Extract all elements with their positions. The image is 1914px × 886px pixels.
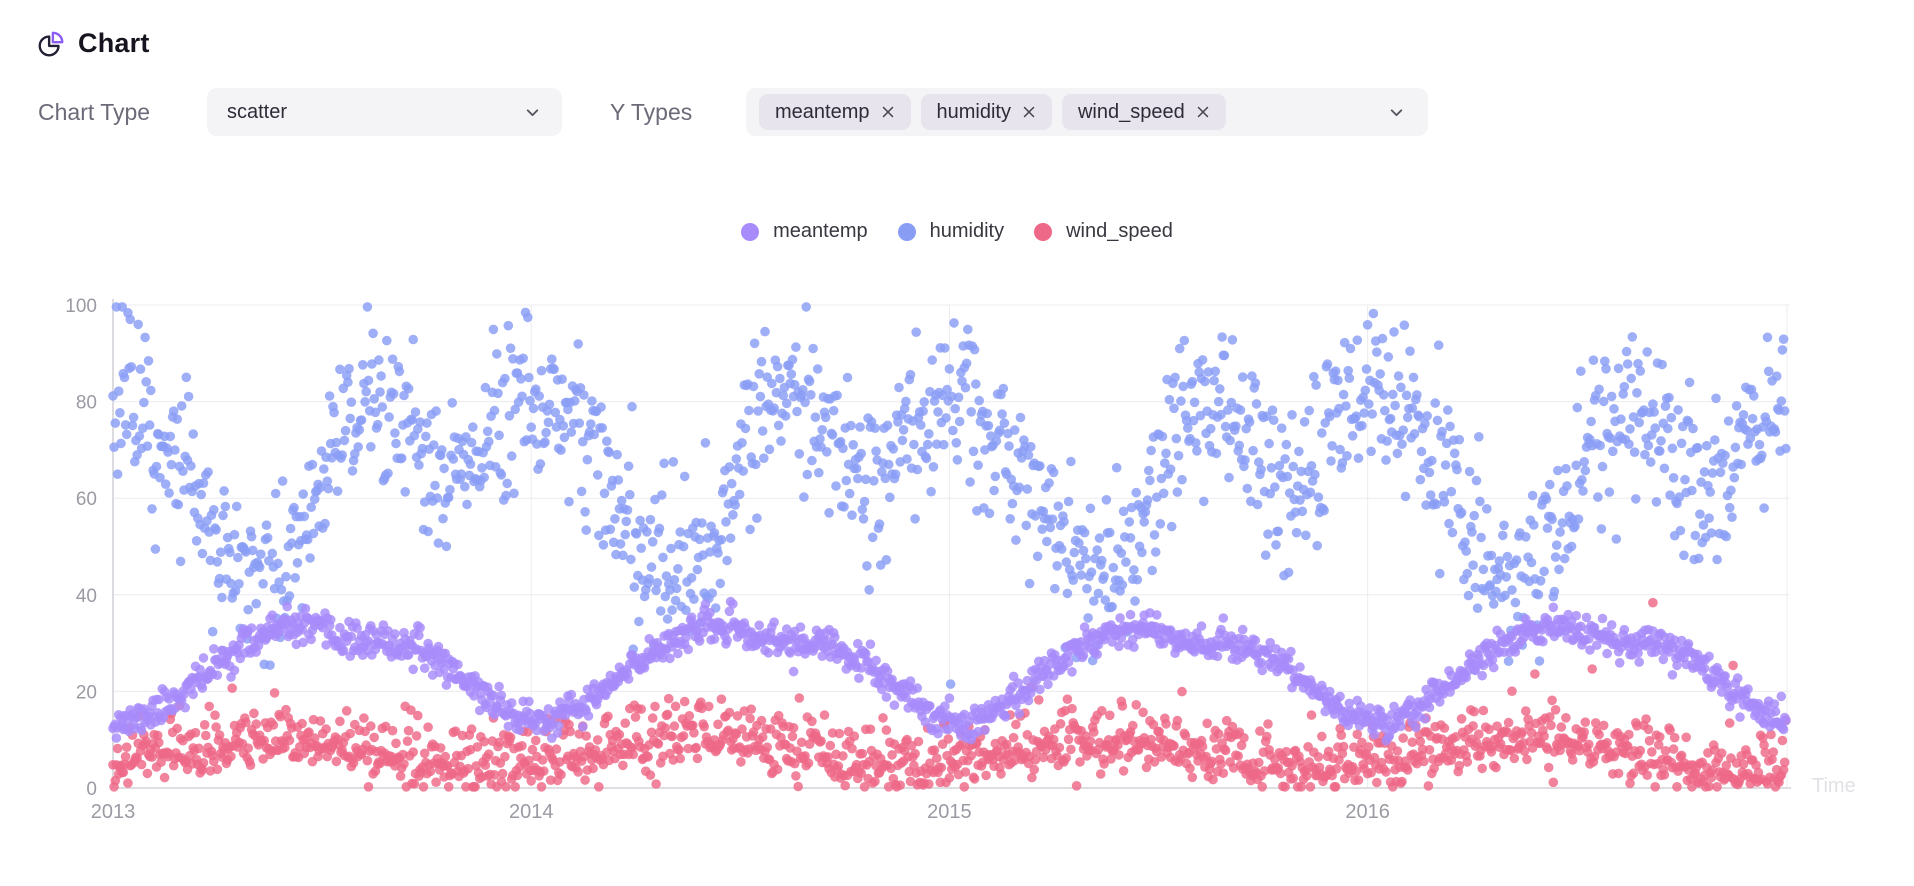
legend-dot-meantemp (741, 222, 760, 241)
y-types-chip-list: meantemp humidity wind_speed (759, 94, 1377, 130)
page-title: Chart (78, 28, 150, 58)
y-type-chip-humidity: humidity (920, 94, 1052, 130)
chip-label: wind_speed (1077, 100, 1185, 123)
y-types-label: Y Types (610, 99, 693, 125)
plot-area (108, 302, 1791, 792)
x-tick-label: 2015 (927, 801, 972, 823)
chevron-down-icon[interactable] (1387, 103, 1406, 122)
remove-icon[interactable] (881, 105, 895, 119)
legend-label: meantemp (773, 220, 868, 242)
chevron-down-icon[interactable] (523, 103, 542, 122)
legend-dot-humidity (897, 222, 916, 241)
legend-label: humidity (929, 220, 1005, 242)
x-axis-title: Time (1812, 775, 1856, 797)
chip-label: meantemp (775, 100, 870, 123)
axes (111, 299, 1791, 789)
series-meantemp-points (108, 596, 1791, 746)
legend-item-wind_speed[interactable]: wind_speed (1034, 220, 1173, 243)
remove-icon[interactable] (1022, 105, 1036, 119)
y-tick-label: 0 (86, 779, 97, 800)
y-type-chip-meantemp: meantemp (759, 94, 911, 130)
legend-dot-wind_speed (1034, 222, 1053, 241)
y-tick-label: 100 (65, 296, 97, 317)
chart-legend: meantemp humidity wind_speed (0, 220, 1914, 243)
x-tick-label: 2014 (509, 801, 554, 823)
chart-type-value: scatter (227, 100, 288, 123)
pie-chart-icon (38, 31, 64, 56)
y-tick-label: 40 (76, 586, 97, 607)
y-types-multiselect[interactable]: meantemp humidity wind_speed (746, 88, 1428, 136)
chip-label: humidity (936, 100, 1011, 123)
tick-labels: 0 20 40 60 80 100 2013 2014 2015 2016 (65, 296, 1390, 823)
x-tick-label: 2016 (1345, 801, 1390, 823)
legend-item-humidity[interactable]: humidity (897, 220, 1005, 243)
y-tick-label: 20 (76, 682, 97, 703)
x-tick-label: 2013 (91, 801, 136, 823)
series-wind_speed-points (108, 597, 1791, 792)
y-tick-label: 80 (76, 393, 97, 414)
remove-icon[interactable] (1196, 105, 1210, 119)
y-tick-label: 60 (76, 489, 97, 510)
legend-item-meantemp[interactable]: meantemp (741, 220, 868, 243)
series-humidity-points (108, 302, 1791, 689)
chart-type-select[interactable]: scatter (207, 88, 562, 136)
legend-label: wind_speed (1066, 220, 1173, 242)
page-header: Chart (36, 28, 150, 59)
chart-type-label: Chart Type (38, 99, 151, 125)
y-type-chip-wind_speed: wind_speed (1061, 94, 1226, 130)
